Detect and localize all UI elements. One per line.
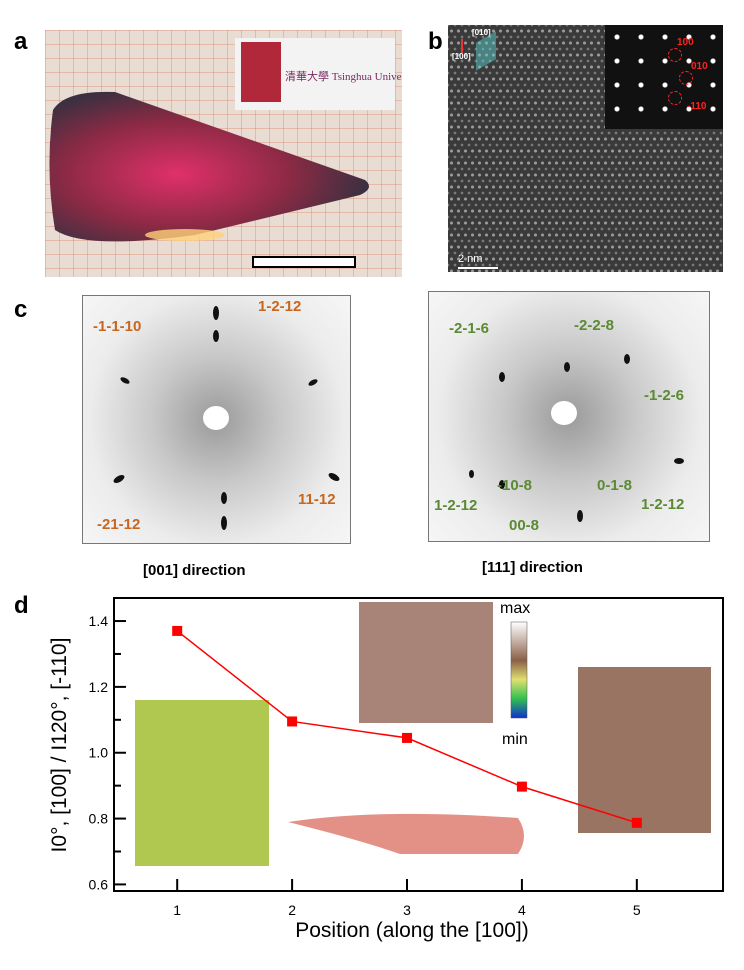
axis-arrow-icon: [461, 39, 463, 53]
spot-label: 1-2-12: [258, 298, 302, 315]
data-point: [402, 732, 413, 743]
spot-label: 1-2-12: [434, 497, 478, 514]
beam-stop: [203, 406, 229, 430]
y-tick-label: 1.0: [89, 745, 109, 761]
plot-frame: [113, 597, 724, 892]
axis-label-010: [010]: [472, 28, 491, 37]
stem-image: [010] [100] 100 010 -110 2 nm: [448, 25, 723, 272]
diffraction-111: -2-1-6 -2-2-8 -1-2-6 1-2-12 -10-8 0-1-8 …: [428, 291, 710, 542]
scale-bar-label: 2 nm: [458, 253, 483, 265]
y-tick-label: 1.4: [89, 613, 109, 629]
panel-d-label: d: [14, 592, 29, 619]
data-point: [631, 817, 642, 828]
colorbar-min: min: [502, 731, 528, 748]
spot-label: -21-12: [97, 516, 141, 533]
fft-label-010: 010: [691, 61, 708, 72]
fft-label-100: 100: [677, 37, 694, 48]
panel-c-label: c: [14, 296, 28, 323]
spot-label: -1-2-6: [644, 387, 685, 404]
panel-a-label: a: [14, 28, 28, 55]
data-point: [172, 625, 183, 636]
spot-label: -2-1-6: [449, 320, 490, 337]
x-tick-label: 2: [288, 902, 296, 918]
spot-label: -2-2-8: [574, 317, 615, 334]
x-tick-label: 5: [633, 902, 641, 918]
y-axis-label: I0°, [100] / I120°, [-110]: [48, 638, 71, 853]
ingot-photo: 清華大學 Tsinghua University: [45, 30, 402, 277]
university-logo: 清華大學 Tsinghua University: [235, 38, 402, 110]
fft-circle: [668, 48, 682, 62]
y-tick-label: 1.2: [89, 679, 109, 695]
y-tick-label: 0.6: [89, 876, 109, 892]
spot-label: 0-1-8: [597, 477, 633, 494]
ingot: [49, 91, 369, 242]
scale-bar: [458, 267, 498, 269]
spot-label: 00-8: [509, 517, 540, 534]
orientation-map-3: [359, 602, 493, 723]
colorbar: [510, 621, 528, 719]
orientation-map-1: [135, 700, 269, 866]
caption-111: [111] direction: [482, 559, 583, 576]
orientation-map-5: [578, 667, 711, 833]
x-tick-label: 4: [518, 902, 526, 918]
ingot-sketch: [288, 813, 524, 854]
panel-b-label: b: [428, 28, 443, 55]
data-point: [516, 781, 527, 792]
y-tick-label: 0.8: [89, 811, 109, 827]
spot-label: 11-12: [298, 491, 336, 508]
fft-circle: [679, 71, 693, 85]
x-axis-label: Position (along the [100]): [295, 919, 528, 942]
fft-circle: [668, 91, 682, 105]
x-tick-label: 1: [173, 902, 181, 918]
spot-label: 1-2-12: [641, 496, 685, 513]
x-tick-label: 3: [403, 902, 411, 918]
colorbar-max: max: [500, 600, 530, 617]
scale-bar: [252, 256, 356, 268]
caption-001: [001] direction: [143, 562, 246, 579]
axis-label-100: [100]: [452, 52, 471, 61]
beam-stop: [551, 401, 577, 425]
spot-label: -1-1-10: [93, 318, 142, 335]
logo-text: 清華大學 Tsinghua University: [285, 71, 402, 83]
fft-label-110: -110: [687, 101, 707, 112]
spot-label: -10-8: [497, 477, 533, 494]
diffraction-001: 1-2-12 -1-1-10 -21-12 11-12: [82, 295, 351, 544]
data-point: [287, 716, 298, 727]
fft-inset: 100 010 -110: [605, 25, 723, 129]
